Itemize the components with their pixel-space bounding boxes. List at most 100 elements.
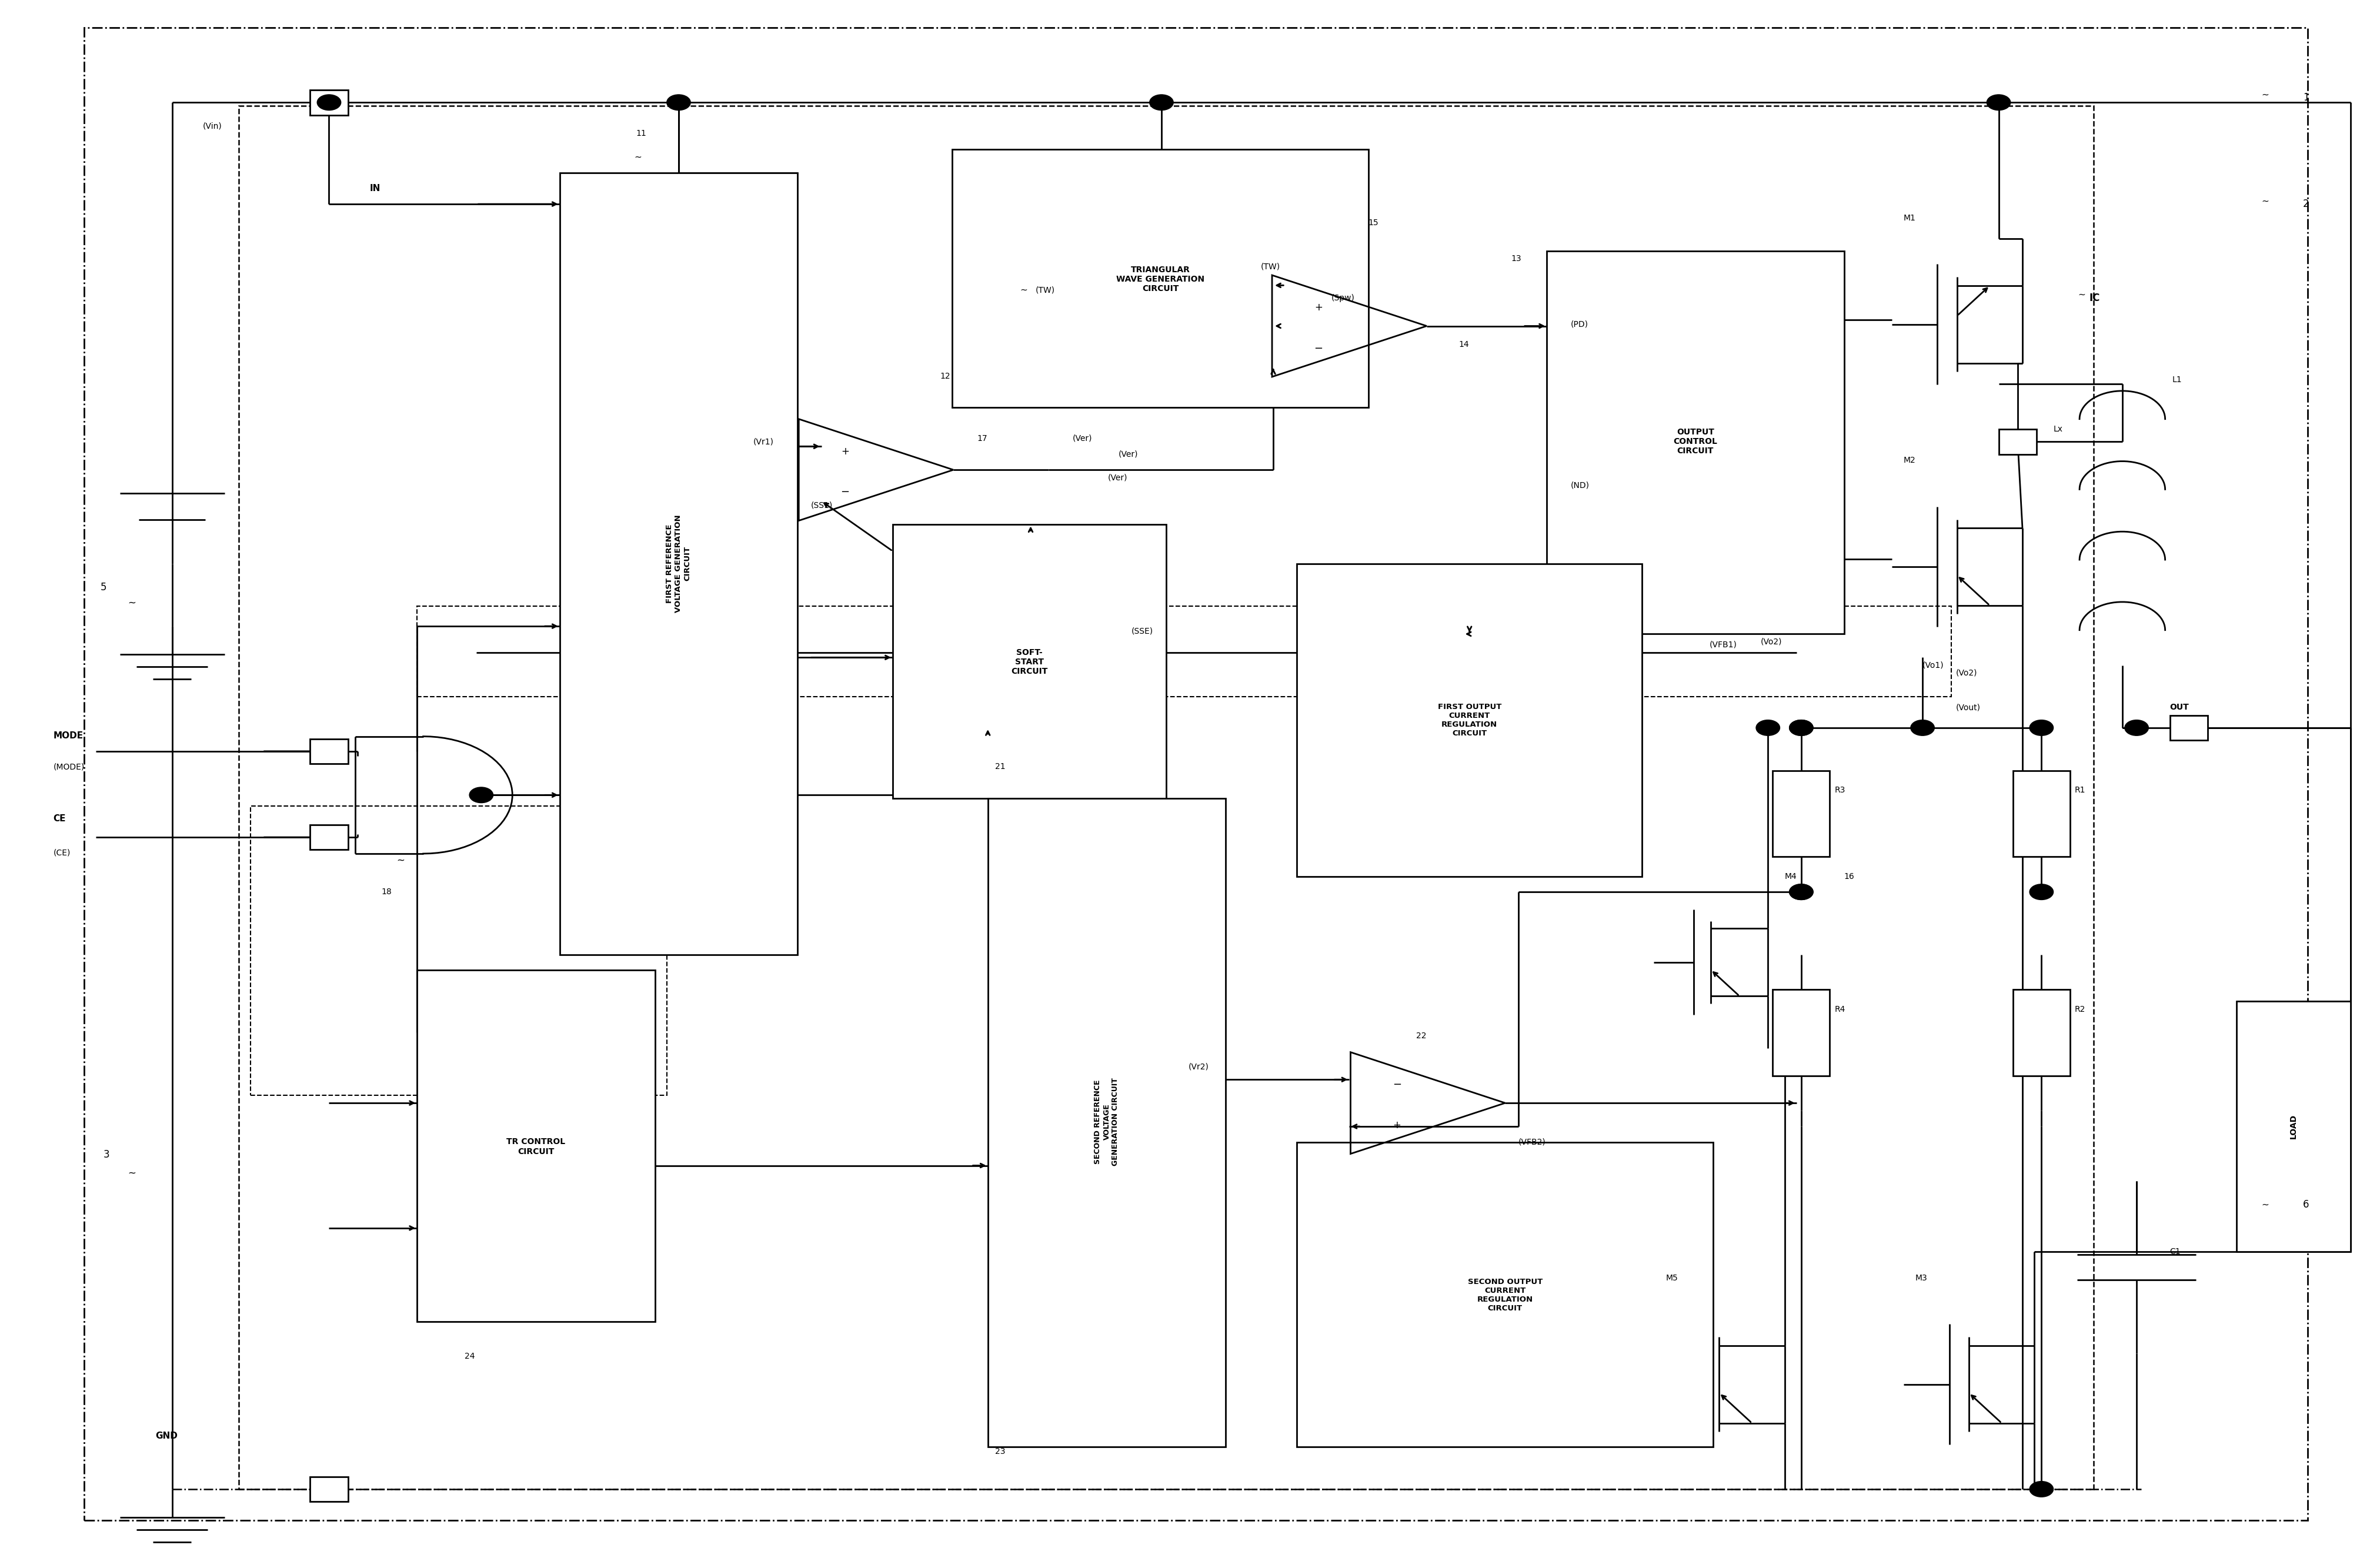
- Bar: [309, 89, 347, 114]
- Text: M4: M4: [1785, 872, 1797, 881]
- Bar: [988, 798, 1226, 1448]
- Bar: [892, 524, 1166, 798]
- Text: (VFB1): (VFB1): [1709, 640, 1737, 649]
- Bar: [309, 739, 347, 764]
- Bar: [416, 606, 1952, 696]
- Text: OUT: OUT: [2171, 703, 2190, 712]
- Bar: [952, 149, 1368, 407]
- Circle shape: [1790, 884, 1814, 900]
- Text: 11: 11: [635, 130, 647, 138]
- Circle shape: [2030, 1482, 2054, 1498]
- Bar: [1999, 429, 2037, 454]
- Text: ~: ~: [2261, 91, 2268, 99]
- Bar: [559, 172, 797, 955]
- Text: (Vout): (Vout): [1956, 703, 1980, 712]
- Text: −: −: [1392, 1080, 1402, 1089]
- Bar: [2013, 989, 2071, 1075]
- Text: +: +: [1392, 1121, 1402, 1130]
- Text: (Vr1): (Vr1): [752, 438, 774, 446]
- Bar: [2171, 715, 2209, 740]
- Text: LOAD: LOAD: [2290, 1114, 2297, 1139]
- Text: (Ver): (Ver): [1073, 435, 1092, 443]
- Text: TR CONTROL
CIRCUIT: TR CONTROL CIRCUIT: [507, 1138, 566, 1155]
- Text: Lx: Lx: [2054, 426, 2063, 434]
- Text: SOFT-
START
CIRCUIT: SOFT- START CIRCUIT: [1012, 648, 1047, 676]
- Text: (Vr2): (Vr2): [1188, 1063, 1209, 1070]
- Bar: [238, 105, 2094, 1490]
- Circle shape: [1790, 884, 1814, 900]
- Text: CE: CE: [52, 814, 67, 823]
- Circle shape: [1790, 720, 1814, 736]
- Text: 16: 16: [1845, 872, 1854, 881]
- Text: IN: IN: [369, 185, 381, 192]
- Text: 24: 24: [464, 1352, 476, 1360]
- Text: L1: L1: [2173, 376, 2182, 383]
- Bar: [309, 1477, 347, 1502]
- Text: ~: ~: [1019, 286, 1028, 294]
- Text: (Vo2): (Vo2): [1956, 668, 1978, 678]
- Text: (SSE): (SSE): [1130, 626, 1154, 635]
- Text: (Spw): (Spw): [1330, 294, 1354, 302]
- Text: 12: 12: [940, 372, 950, 380]
- Text: ~: ~: [129, 1167, 136, 1178]
- Text: GND: GND: [155, 1432, 178, 1440]
- Text: +: +: [840, 446, 850, 457]
- Text: 3: 3: [102, 1149, 109, 1160]
- Text: M5: M5: [1666, 1274, 1678, 1282]
- Bar: [2013, 772, 2071, 856]
- Text: ~: ~: [395, 856, 405, 865]
- Circle shape: [469, 787, 493, 803]
- Text: 21: 21: [995, 762, 1004, 772]
- Text: −: −: [840, 487, 850, 498]
- Text: 17: 17: [978, 435, 988, 443]
- Bar: [1547, 250, 1845, 634]
- Bar: [250, 806, 666, 1095]
- Bar: [1297, 1142, 1714, 1448]
- Text: FIRST OUTPUT
CURRENT
REGULATION
CIRCUIT: FIRST OUTPUT CURRENT REGULATION CIRCUIT: [1438, 703, 1502, 737]
- Circle shape: [2125, 720, 2149, 736]
- Circle shape: [2030, 884, 2054, 900]
- Text: ~: ~: [2261, 1200, 2268, 1210]
- Text: SECOND OUTPUT
CURRENT
REGULATION
CIRCUIT: SECOND OUTPUT CURRENT REGULATION CIRCUIT: [1468, 1279, 1542, 1313]
- Circle shape: [1756, 720, 1780, 736]
- Text: (Ver): (Ver): [1119, 451, 1138, 459]
- Text: R3: R3: [1835, 786, 1845, 795]
- Text: 23: 23: [995, 1448, 1004, 1455]
- Text: R4: R4: [1835, 1005, 1845, 1013]
- Text: R2: R2: [2075, 1005, 2085, 1013]
- Text: (Ver): (Ver): [1109, 474, 1128, 482]
- Bar: [1297, 563, 1642, 876]
- Text: (CE): (CE): [52, 848, 71, 858]
- Text: 22: 22: [1416, 1031, 1426, 1039]
- Text: ~: ~: [129, 598, 136, 609]
- Text: (MODE): (MODE): [52, 762, 83, 772]
- Circle shape: [666, 94, 690, 110]
- Text: 14: 14: [1459, 341, 1468, 349]
- Circle shape: [1911, 720, 1935, 736]
- Text: TRIANGULAR
WAVE GENERATION
CIRCUIT: TRIANGULAR WAVE GENERATION CIRCUIT: [1116, 266, 1204, 293]
- Text: M1: M1: [1904, 214, 1916, 222]
- Text: 5: 5: [100, 582, 107, 593]
- Text: 13: 13: [1511, 255, 1521, 263]
- Text: FIRST REFERENCE
VOLTAGE GENERATION
CIRCUIT: FIRST REFERENCE VOLTAGE GENERATION CIRCU…: [666, 515, 690, 612]
- Text: 1: 1: [2304, 92, 2309, 103]
- Text: −: −: [1314, 343, 1323, 354]
- Circle shape: [1790, 720, 1814, 736]
- Text: ~: ~: [635, 153, 643, 161]
- Bar: [2237, 1002, 2351, 1252]
- Text: (Vin): (Vin): [202, 122, 221, 130]
- Text: C1: C1: [2171, 1247, 2180, 1255]
- Text: 15: 15: [1368, 219, 1378, 227]
- Text: 18: 18: [381, 887, 393, 897]
- Text: IC: IC: [2090, 293, 2099, 304]
- Circle shape: [2030, 720, 2054, 736]
- Text: 2: 2: [2304, 199, 2309, 210]
- Text: (Vo2): (Vo2): [1761, 637, 1783, 646]
- Bar: [1773, 989, 1830, 1075]
- Text: (VFB2): (VFB2): [1518, 1138, 1545, 1146]
- Text: M2: M2: [1904, 457, 1916, 465]
- Bar: [416, 970, 655, 1322]
- Text: (SS1): (SS1): [812, 501, 833, 510]
- Text: (PD): (PD): [1571, 321, 1587, 329]
- Bar: [1773, 772, 1830, 856]
